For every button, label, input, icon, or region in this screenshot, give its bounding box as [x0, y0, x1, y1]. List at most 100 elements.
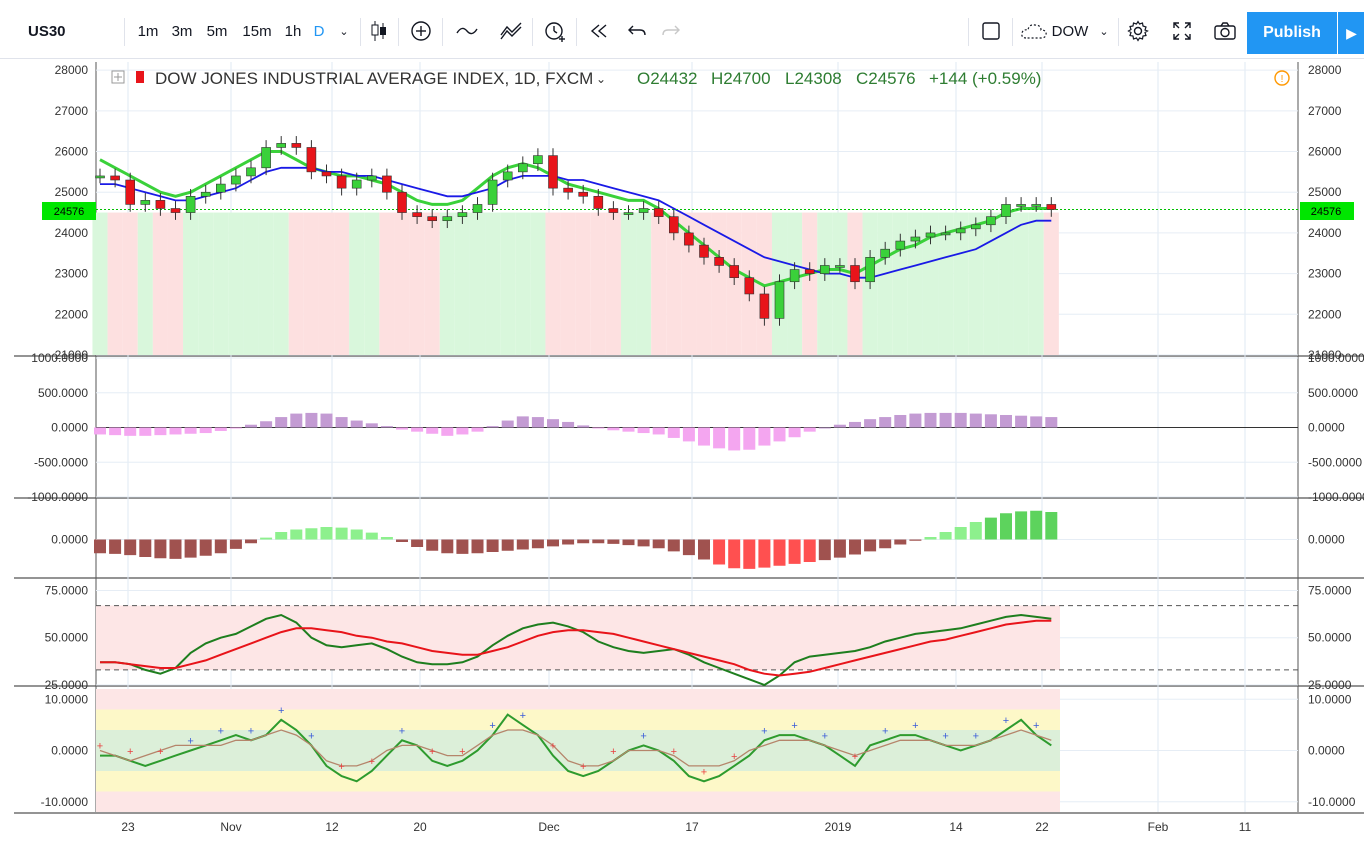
- candle-down: [563, 187, 573, 193]
- gear-icon[interactable]: [1122, 14, 1154, 48]
- add-indicator-icon[interactable]: [404, 14, 438, 48]
- momentum-bar: [229, 539, 242, 549]
- chevron-down-icon[interactable]: ⌄: [1099, 25, 1109, 38]
- divider: [398, 18, 399, 46]
- price-legend: DOW JONES INDUSTRIAL AVERAGE INDEX, 1D, …: [111, 69, 1290, 88]
- undo-icon[interactable]: [622, 14, 652, 48]
- trend-background-column: [122, 212, 138, 355]
- candle-down: [412, 212, 422, 217]
- trend-background-column: [183, 212, 199, 355]
- interval-15m[interactable]: 15m: [242, 22, 272, 40]
- momentum-pane[interactable]: [94, 510, 1058, 569]
- candle-down: [684, 232, 694, 246]
- candle-up: [366, 175, 377, 181]
- interval-1m[interactable]: 1m: [137, 22, 159, 40]
- legend-title: DOW JONES INDUSTRIAL AVERAGE INDEX, 1D, …: [155, 69, 593, 88]
- x-tick-label: 12: [325, 820, 339, 834]
- y-tick-label-left: 0.0000: [51, 744, 88, 758]
- momentum-bar: [109, 539, 122, 554]
- line-tool-icon[interactable]: [450, 14, 484, 48]
- macd-pane[interactable]: [94, 412, 1298, 451]
- candlestick-icon[interactable]: [364, 14, 394, 48]
- macd-histogram-bar: [592, 427, 605, 429]
- momentum-bar: [833, 539, 846, 558]
- interval-3m[interactable]: 3m: [171, 22, 193, 40]
- candle-down: [155, 200, 166, 209]
- y-tick-label-right: 1000.0000: [1308, 351, 1364, 365]
- legend-change: +144 (+0.59%): [929, 69, 1041, 88]
- candle-up: [1016, 204, 1026, 207]
- macd-histogram-bar: [849, 421, 861, 428]
- candle-down: [427, 216, 438, 222]
- momentum-bar: [607, 539, 620, 544]
- macd-histogram-bar: [335, 417, 348, 428]
- price-pane[interactable]: [92, 136, 1298, 355]
- candle-up: [970, 224, 981, 230]
- price-badge-left-text: 24576: [54, 206, 85, 218]
- y-tick-label-right: 26000: [1308, 145, 1342, 159]
- candle-down: [653, 208, 664, 217]
- candle-up: [246, 167, 256, 177]
- y-tick-label-left: -1000.0000: [27, 490, 88, 504]
- cycle-marker: +: [580, 761, 586, 773]
- macd-histogram-bar: [426, 427, 439, 434]
- macd-histogram-bar: [667, 427, 680, 438]
- momentum-bar: [879, 539, 892, 549]
- candle-down: [336, 175, 347, 189]
- momentum-bar: [350, 529, 363, 540]
- cycle-marker: +: [973, 730, 979, 742]
- divider: [124, 18, 125, 46]
- interval-d[interactable]: D: [313, 22, 325, 40]
- cycle-marker: +: [640, 730, 646, 742]
- camera-icon[interactable]: [1208, 14, 1242, 48]
- candle-down: [759, 293, 770, 319]
- candle-up: [774, 281, 785, 319]
- macd-histogram-bar: [516, 416, 529, 428]
- play-icon[interactable]: ▶: [1337, 12, 1364, 54]
- alert-icon[interactable]: [538, 14, 572, 48]
- indicators-icon[interactable]: [494, 14, 528, 48]
- warning-icon[interactable]: [1274, 70, 1290, 86]
- cycle-marker: +: [459, 746, 465, 758]
- macd-histogram-bar: [531, 417, 544, 428]
- trend-background-column: [500, 212, 516, 355]
- y-tick-label-left: -500.0000: [34, 455, 88, 469]
- divider: [1012, 18, 1013, 46]
- momentum-bar: [139, 539, 152, 557]
- fullscreen-icon[interactable]: [1166, 14, 1198, 48]
- momentum-bar: [471, 539, 484, 554]
- oscillator-pane[interactable]: [96, 605, 1298, 687]
- trend-background-column: [681, 212, 697, 355]
- collapse-icon[interactable]: [111, 70, 125, 84]
- momentum-bar: [849, 539, 861, 555]
- macd-histogram-bar: [199, 427, 212, 434]
- candle-down: [125, 179, 135, 205]
- chart-area[interactable]: + + +++ ++++ +++ +++++++++++ ++++ ++ ++ + 28000 28…: [0, 58, 1364, 841]
- momentum-bar: [864, 539, 877, 552]
- candle-up: [835, 265, 845, 268]
- candle-down: [668, 216, 679, 234]
- macd-histogram-bar: [305, 412, 318, 428]
- cycle-marker: +: [187, 736, 193, 748]
- symbol-search[interactable]: US30: [28, 22, 66, 40]
- momentum-bar: [803, 539, 816, 562]
- cycle-pane[interactable]: + + + + + + + + + + + + + + + + + + + + + + + + + + + + + + + +: [96, 689, 1060, 812]
- layout-icon[interactable]: [976, 14, 1006, 48]
- replay-icon[interactable]: [582, 14, 616, 48]
- chevron-down-icon[interactable]: ⌄: [339, 25, 349, 38]
- macd-histogram-bar: [969, 413, 982, 428]
- cloud-icon: [1018, 14, 1050, 48]
- chevron-down-icon[interactable]: ⌄: [596, 72, 606, 86]
- x-tick-label: 20: [413, 820, 427, 834]
- interval-5m[interactable]: 5m: [206, 22, 228, 40]
- momentum-bar: [667, 539, 680, 552]
- macd-histogram-bar: [456, 427, 469, 435]
- redo-icon[interactable]: [656, 14, 686, 48]
- compare-symbol[interactable]: DOW: [1051, 22, 1089, 40]
- macd-histogram-bar: [818, 427, 831, 429]
- interval-1h[interactable]: 1h: [284, 22, 302, 40]
- publish-button[interactable]: Publish: [1247, 12, 1337, 54]
- momentum-bar: [335, 527, 348, 540]
- y-tick-label-left: 27000: [55, 104, 89, 118]
- cycle-marker: +: [308, 730, 314, 742]
